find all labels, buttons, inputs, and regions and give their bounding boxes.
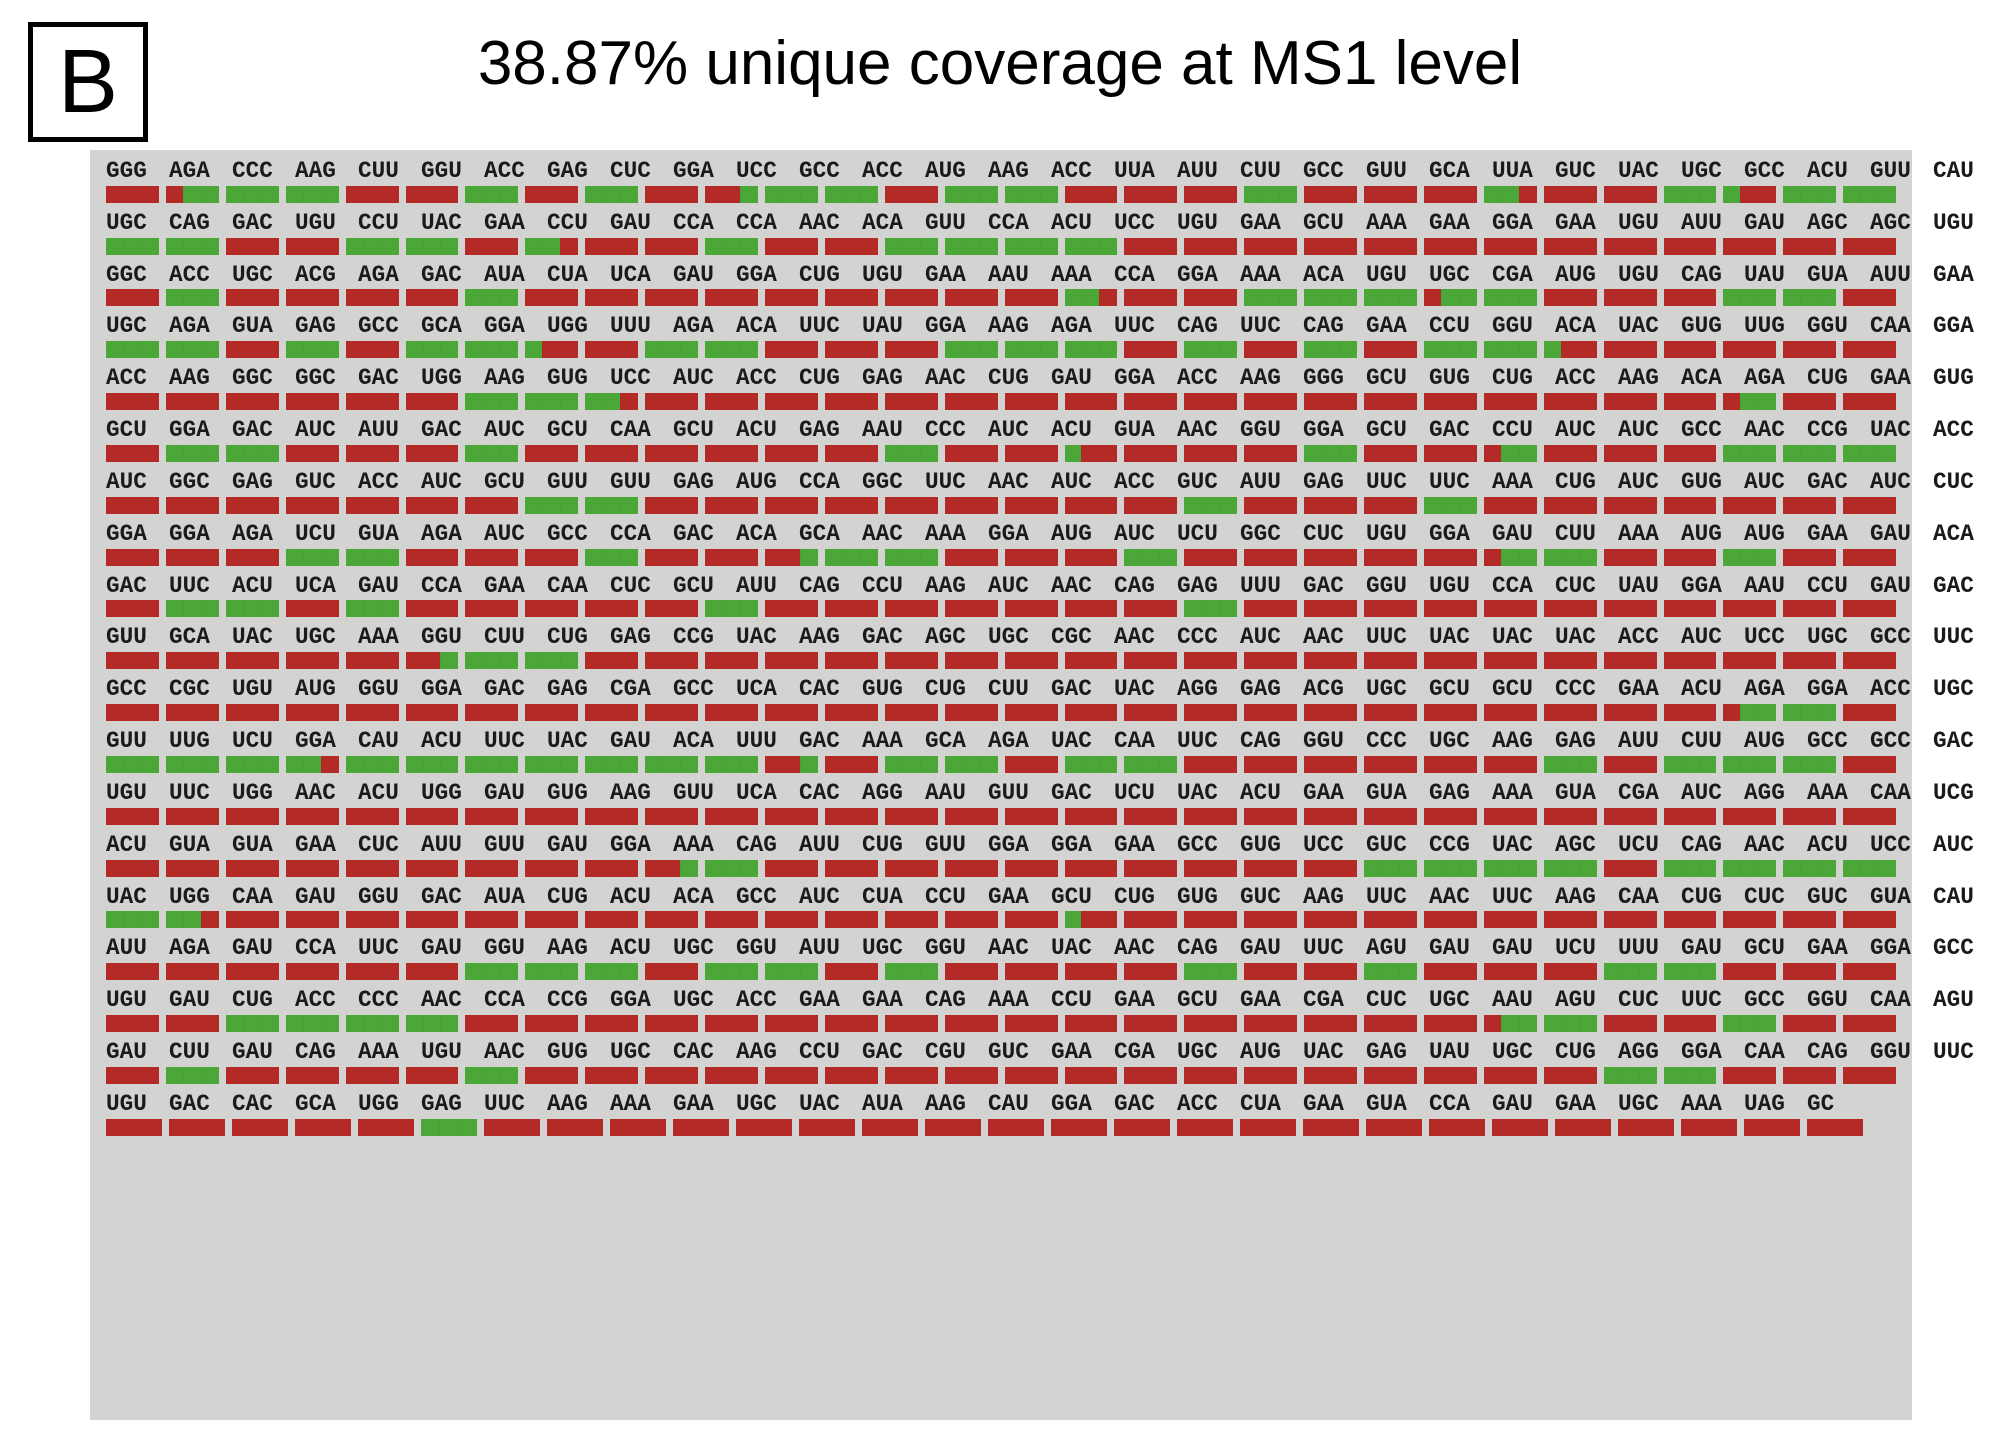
coverage-bar xyxy=(106,1119,1896,1136)
codon-sequence: GGAGGAAGAUCUGUAAGAAUCGCCCCAGACACAGCAAACA… xyxy=(106,523,1896,547)
sequence-row: AUCGGCGAGGUCACCAUCGCUGUUGUUGAGAUGCCAGGCU… xyxy=(106,471,1896,514)
coverage-bar xyxy=(106,341,1896,358)
coverage-bar xyxy=(106,393,1896,410)
sequence-row: ACUGUAGUAGAACUCAUUGUUGAUGGAAAACAGAUUCUGG… xyxy=(106,834,1896,877)
codon-sequence: GACUUCACUUCAGAUCCAGAACAACUCGCUAUUCAGCCUA… xyxy=(106,575,1896,599)
sequence-row: GGAGGAAGAUCUGUAAGAAUCGCCCCAGACACAGCAAACA… xyxy=(106,523,1896,566)
codon-sequence: GCCCGCUGUAUGGGUGGAGACGAGCGAGCCUCACACGUGC… xyxy=(106,678,1896,702)
coverage-bar xyxy=(106,808,1896,825)
codon-sequence: AUUAGAGAUCCAUUCGAUGGUAAGACUUGCGGUAUUUGCG… xyxy=(106,937,1896,961)
sequence-row: UGCAGAGUAGAGGCCGCAGGAUGGUUUAGAACAUUCUAUG… xyxy=(106,315,1896,358)
coverage-bar xyxy=(106,445,1896,462)
coverage-bar xyxy=(106,549,1896,566)
codon-sequence: ACUGUAGUAGAACUCAUUGUUGAUGGAAAACAGAUUCUGG… xyxy=(106,834,1896,858)
coverage-bar xyxy=(106,860,1896,877)
coverage-bar xyxy=(106,704,1896,721)
figure-title: 38.87% unique coverage at MS1 level xyxy=(0,28,2000,99)
coverage-bar xyxy=(106,186,1896,203)
codon-sequence: UGUGAUCUGACCCCCAACCCACCGGGAUGCACCGAAGAAC… xyxy=(106,989,1896,1013)
coverage-bar xyxy=(106,289,1896,306)
codon-sequence: UGUGACCACGCAUGGGAGUUCAAGAAAGAAUGCUACAUAA… xyxy=(106,1093,1896,1117)
codon-sequence: GAUCUUGAUCAGAAAUGUAACGUGUGCCACAAGCCUGACC… xyxy=(106,1041,1896,1065)
coverage-bar xyxy=(106,600,1896,617)
sequence-row: ACCAAGGGCGGCGACUGGAAGGUGUCCAUCACCCUGGAGA… xyxy=(106,367,1896,410)
coverage-bar xyxy=(106,652,1896,669)
codon-sequence: GGCACCUGCACGAGAGACAUACUAUCAGAUGGACUGUGUG… xyxy=(106,264,1896,288)
sequence-row: GAUCUUGAUCAGAAAUGUAACGUGUGCCACAAGCCUGACC… xyxy=(106,1041,1896,1084)
sequence-row: UGUGAUCUGACCCCCAACCCACCGGGAUGCACCGAAGAAC… xyxy=(106,989,1896,1032)
sequence-row: UACUGGCAAGAUGGUGACAUACUGACUACAGCCAUCCUAC… xyxy=(106,886,1896,929)
sequence-row: GUUUUGUCUGGACAUACUUUCUACGAUACAUUUGACAAAG… xyxy=(106,730,1896,773)
codon-sequence: GUUGCAUACUGCAAAGGUCUUCUGGAGCCGUACAAGGACA… xyxy=(106,626,1896,650)
sequence-row: GACUUCACUUCAGAUCCAGAACAACUCGCUAUUCAGCCUA… xyxy=(106,575,1896,618)
codon-sequence: AUCGGCGAGGUCACCAUCGCUGUUGUUGAGAUGCCAGGCU… xyxy=(106,471,1896,495)
sequence-row: UGUUUCUGGAACACUUGGGAUGUGAAGGUUUCACACAGGA… xyxy=(106,782,1896,825)
codon-sequence: GUUUUGUCUGGACAUACUUUCUACGAUACAUUUGACAAAG… xyxy=(106,730,1896,754)
codon-sequence: UGUUUCUGGAACACUUGGGAUGUGAAGGUUUCACACAGGA… xyxy=(106,782,1896,806)
codon-sequence: UGCCAGGACUGUCCUUACGAACCUGAUCCACCAAACACAG… xyxy=(106,212,1896,236)
codon-sequence: UACUGGCAAGAUGGUGACAUACUGACUACAGCCAUCCUAC… xyxy=(106,886,1896,910)
codon-sequence: UGCAGAGUAGAGGCCGCAGGAUGGUUUAGAACAUUCUAUG… xyxy=(106,315,1896,339)
coverage-bar xyxy=(106,497,1896,514)
sequence-coverage-plate: GGGAGACCCAAGCUUGGUACCGAGCUCGGAUCCGCCACCA… xyxy=(90,150,1912,1420)
sequence-row: UGCCAGGACUGUCCUUACGAACCUGAUCCACCAAACACAG… xyxy=(106,212,1896,255)
sequence-row: GGGAGACCCAAGCUUGGUACCGAGCUCGGAUCCGCCACCA… xyxy=(106,160,1896,203)
sequence-row: GCUGGAGACAUCAUUGACAUCGCUCAAGCUACUGAGAAUC… xyxy=(106,419,1896,462)
coverage-bar xyxy=(106,756,1896,773)
coverage-bar xyxy=(106,238,1896,255)
coverage-bar xyxy=(106,963,1896,980)
codon-sequence: GCUGGAGACAUCAUUGACAUCGCUCAAGCUACUGAGAAUC… xyxy=(106,419,1896,443)
codon-sequence: GGGAGACCCAAGCUUGGUACCGAGCUCGGAUCCGCCACCA… xyxy=(106,160,1896,184)
sequence-row: GUUGCAUACUGCAAAGGUCUUCUGGAGCCGUACAAGGACA… xyxy=(106,626,1896,669)
sequence-row: UGUGACCACGCAUGGGAGUUCAAGAAAGAAUGCUACAUAA… xyxy=(106,1093,1896,1136)
sequence-row: GCCCGCUGUAUGGGUGGAGACGAGCGAGCCUCACACGUGC… xyxy=(106,678,1896,721)
sequence-row: AUUAGAGAUCCAUUCGAUGGUAAGACUUGCGGUAUUUGCG… xyxy=(106,937,1896,980)
coverage-bar xyxy=(106,1067,1896,1084)
sequence-row: GGCACCUGCACGAGAGACAUACUAUCAGAUGGACUGUGUG… xyxy=(106,264,1896,307)
codon-sequence: ACCAAGGGCGGCGACUGGAAGGUGUCCAUCACCCUGGAGA… xyxy=(106,367,1896,391)
coverage-bar xyxy=(106,911,1896,928)
coverage-bar xyxy=(106,1015,1896,1032)
